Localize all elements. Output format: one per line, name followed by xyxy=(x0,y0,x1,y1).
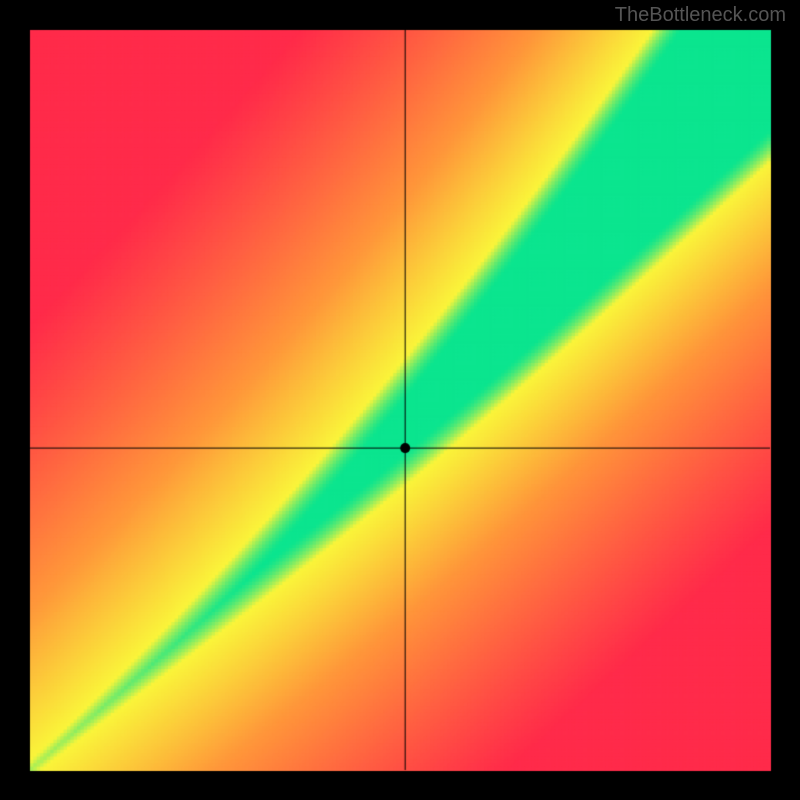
heatmap-canvas xyxy=(0,0,800,800)
chart-container: TheBottleneck.com xyxy=(0,0,800,800)
watermark-text: TheBottleneck.com xyxy=(615,4,786,27)
